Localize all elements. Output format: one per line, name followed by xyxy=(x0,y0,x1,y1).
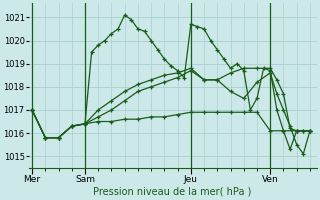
X-axis label: Pression niveau de la mer( hPa ): Pression niveau de la mer( hPa ) xyxy=(93,187,252,197)
